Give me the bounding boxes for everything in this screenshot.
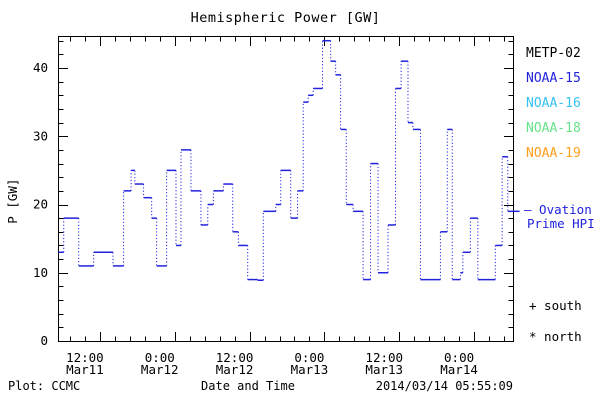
y-tick-label: 30 — [33, 128, 48, 143]
x-tick-time-label: 12:00 — [216, 350, 254, 365]
x-tick-time-label: 0:00 — [294, 350, 324, 365]
x-tick-time-label: 0:00 — [145, 350, 175, 365]
x-tick-date-label: Mar14 — [440, 362, 478, 377]
ovation-line-key-line1: — Ovation — [524, 202, 592, 217]
y-tick-label: 20 — [33, 197, 48, 212]
y-tick-label: 0 — [40, 333, 48, 348]
x-tick-time-label: 12:00 — [66, 350, 104, 365]
ovation-line-key-line2: Prime HPI — [527, 216, 595, 231]
x-tick-date-label: Mar13 — [365, 362, 403, 377]
legend-satellite-noaa-16: NOAA-16 — [526, 96, 581, 111]
plot-border — [58, 36, 514, 342]
north-marker-key: * north — [529, 329, 582, 344]
x-tick-date-label: Mar12 — [141, 362, 179, 377]
page-title: Hemispheric Power [GW] — [190, 10, 381, 26]
y-tick-label: 40 — [33, 60, 48, 75]
south-marker-key: + south — [529, 298, 582, 313]
legend-satellite-noaa-15: NOAA-15 — [526, 71, 581, 86]
plot-timestamp: 2014/03/14 05:55:09 — [375, 379, 513, 393]
legend-satellite-noaa-19: NOAA-19 — [526, 146, 581, 161]
x-tick-time-label: 12:00 — [365, 350, 403, 365]
x-axis-title: Date and Time — [201, 379, 295, 393]
y-tick-label: 10 — [33, 265, 48, 280]
legend-satellite-noaa-18: NOAA-18 — [526, 121, 581, 136]
x-tick-time-label: 0:00 — [444, 350, 474, 365]
x-tick-date-label: Mar12 — [216, 362, 254, 377]
plot-credit: Plot: CCMC — [8, 379, 81, 393]
legend-satellite-metp-02: METP-02 — [526, 46, 581, 61]
x-tick-date-label: Mar13 — [291, 362, 329, 377]
x-tick-date-label: Mar11 — [66, 362, 104, 377]
